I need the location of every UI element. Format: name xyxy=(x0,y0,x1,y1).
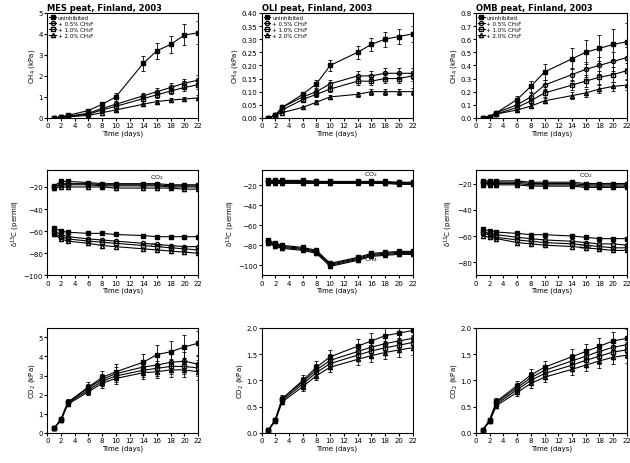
X-axis label: Time (days): Time (days) xyxy=(316,444,358,451)
Text: CO$_2$: CO$_2$ xyxy=(365,170,378,179)
Y-axis label: CO$_2$ (kPa): CO$_2$ (kPa) xyxy=(235,363,245,398)
Legend: uninhibited, + 0.5% CH₃F, + 1.0% CH₃F, + 2.0% CH₃F: uninhibited, + 0.5% CH₃F, + 1.0% CH₃F, +… xyxy=(263,16,308,39)
X-axis label: Time (days): Time (days) xyxy=(531,130,572,137)
Y-axis label: δ$^{13}$C (permil): δ$^{13}$C (permil) xyxy=(10,200,22,247)
X-axis label: Time (days): Time (days) xyxy=(102,288,143,294)
Text: CH$_4$: CH$_4$ xyxy=(579,242,592,251)
Y-axis label: CH$_4$ (kPa): CH$_4$ (kPa) xyxy=(231,49,240,84)
X-axis label: Time (days): Time (days) xyxy=(102,130,143,137)
Legend: uninhibited, + 0.5% CH₃F, + 1.0% CH₃F, + 2.0% CH₃F: uninhibited, + 0.5% CH₃F, + 1.0% CH₃F, +… xyxy=(49,16,94,39)
Y-axis label: δ$^{13}$C (permil): δ$^{13}$C (permil) xyxy=(443,200,455,247)
X-axis label: Time (days): Time (days) xyxy=(531,444,572,451)
Y-axis label: CO$_2$ (kPa): CO$_2$ (kPa) xyxy=(27,363,37,398)
X-axis label: Time (days): Time (days) xyxy=(316,288,358,294)
Text: CO$_2$: CO$_2$ xyxy=(150,172,164,181)
Text: CO$_2$: CO$_2$ xyxy=(579,171,592,180)
Text: CH$_4$: CH$_4$ xyxy=(365,255,378,264)
X-axis label: Time (days): Time (days) xyxy=(316,130,358,137)
Y-axis label: CH$_4$ (kPa): CH$_4$ (kPa) xyxy=(449,49,459,84)
Text: MES peat, Finland, 2003: MES peat, Finland, 2003 xyxy=(47,4,162,13)
X-axis label: Time (days): Time (days) xyxy=(102,444,143,451)
Text: OLI peat, Finland, 2003: OLI peat, Finland, 2003 xyxy=(261,4,372,13)
Text: OMB peat, Finland, 2003: OMB peat, Finland, 2003 xyxy=(476,4,593,13)
X-axis label: Time (days): Time (days) xyxy=(531,288,572,294)
Y-axis label: CH$_4$ (kPa): CH$_4$ (kPa) xyxy=(27,49,37,84)
Y-axis label: δ$^{13}$C (permil): δ$^{13}$C (permil) xyxy=(224,200,237,247)
Y-axis label: CO$_2$ (kPa): CO$_2$ (kPa) xyxy=(449,363,459,398)
Legend: uninhibited, + 0.5% CH₃F, + 1.0% CH₃F, + 2.0% CH₃F: uninhibited, + 0.5% CH₃F, + 1.0% CH₃F, +… xyxy=(478,16,522,39)
Text: CH$_4$: CH$_4$ xyxy=(150,240,164,249)
